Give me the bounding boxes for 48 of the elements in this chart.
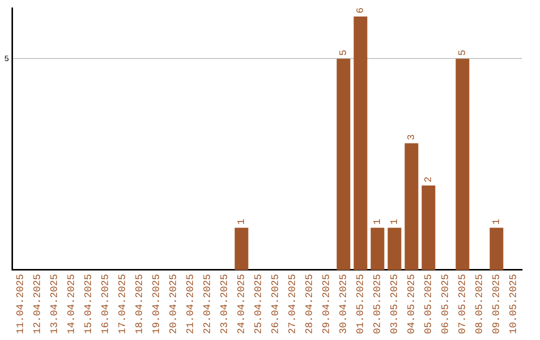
x-tick-label: 14.04.2025 bbox=[67, 274, 78, 334]
x-tick-label: 25.04.2025 bbox=[254, 274, 266, 334]
bar bbox=[388, 228, 402, 270]
bar bbox=[422, 185, 436, 270]
x-tick-label: 07.05.2025 bbox=[458, 274, 470, 334]
x-tick-label: 26.04.2025 bbox=[271, 274, 282, 334]
bar bbox=[336, 58, 350, 270]
x-tick-label: 27.04.2025 bbox=[288, 274, 300, 334]
bar bbox=[370, 228, 384, 270]
data-label: 5 bbox=[458, 50, 470, 56]
x-tick-label: 12.04.2025 bbox=[33, 274, 44, 334]
x-tick-label: 01.05.2025 bbox=[356, 274, 368, 334]
x-tick-label: 18.04.2025 bbox=[135, 274, 146, 334]
x-tick-label: 02.05.2025 bbox=[373, 274, 384, 334]
data-label: 6 bbox=[356, 7, 368, 14]
data-label: 1 bbox=[492, 218, 504, 225]
x-tick-label: 22.04.2025 bbox=[203, 274, 214, 334]
x-tick-label: 23.04.2025 bbox=[220, 274, 232, 334]
data-label: 1 bbox=[390, 218, 402, 225]
x-tick-label: 04.05.2025 bbox=[407, 274, 418, 334]
x-tick-label: 06.05.2025 bbox=[441, 274, 452, 334]
x-tick-label: 16.04.2025 bbox=[101, 274, 112, 334]
bar bbox=[456, 58, 470, 270]
bar bbox=[354, 16, 368, 270]
data-label: 5 bbox=[339, 50, 350, 56]
x-tick-label: 30.04.2025 bbox=[339, 274, 350, 334]
bar bbox=[490, 228, 504, 270]
x-tick-label: 03.05.2025 bbox=[390, 274, 402, 334]
x-tick-label: 20.04.2025 bbox=[169, 274, 180, 334]
x-tick-label: 05.05.2025 bbox=[424, 274, 436, 334]
x-tick-label: 17.04.2025 bbox=[118, 274, 130, 334]
x-tick-label: 21.04.2025 bbox=[186, 274, 198, 334]
x-tick-label: 24.04.2025 bbox=[237, 274, 248, 334]
x-tick-label: 10.05.2025 bbox=[509, 274, 520, 334]
x-tick-label: 09.05.2025 bbox=[492, 274, 504, 334]
data-label: 3 bbox=[407, 134, 418, 140]
bar bbox=[404, 143, 418, 270]
x-tick-label: 28.04.2025 bbox=[305, 274, 316, 334]
x-tick-label: 19.04.2025 bbox=[152, 274, 164, 334]
data-label: 2 bbox=[424, 176, 436, 182]
bar bbox=[234, 228, 248, 270]
x-tick-label: 29.04.2025 bbox=[322, 274, 334, 334]
x-tick-label: 15.04.2025 bbox=[84, 274, 96, 334]
data-label: 1 bbox=[237, 218, 248, 225]
data-label: 1 bbox=[373, 218, 384, 225]
x-tick-label: 08.05.2025 bbox=[475, 274, 486, 334]
x-tick-label: 11.04.2025 bbox=[16, 274, 28, 334]
x-tick-label: 13.04.2025 bbox=[50, 274, 62, 334]
